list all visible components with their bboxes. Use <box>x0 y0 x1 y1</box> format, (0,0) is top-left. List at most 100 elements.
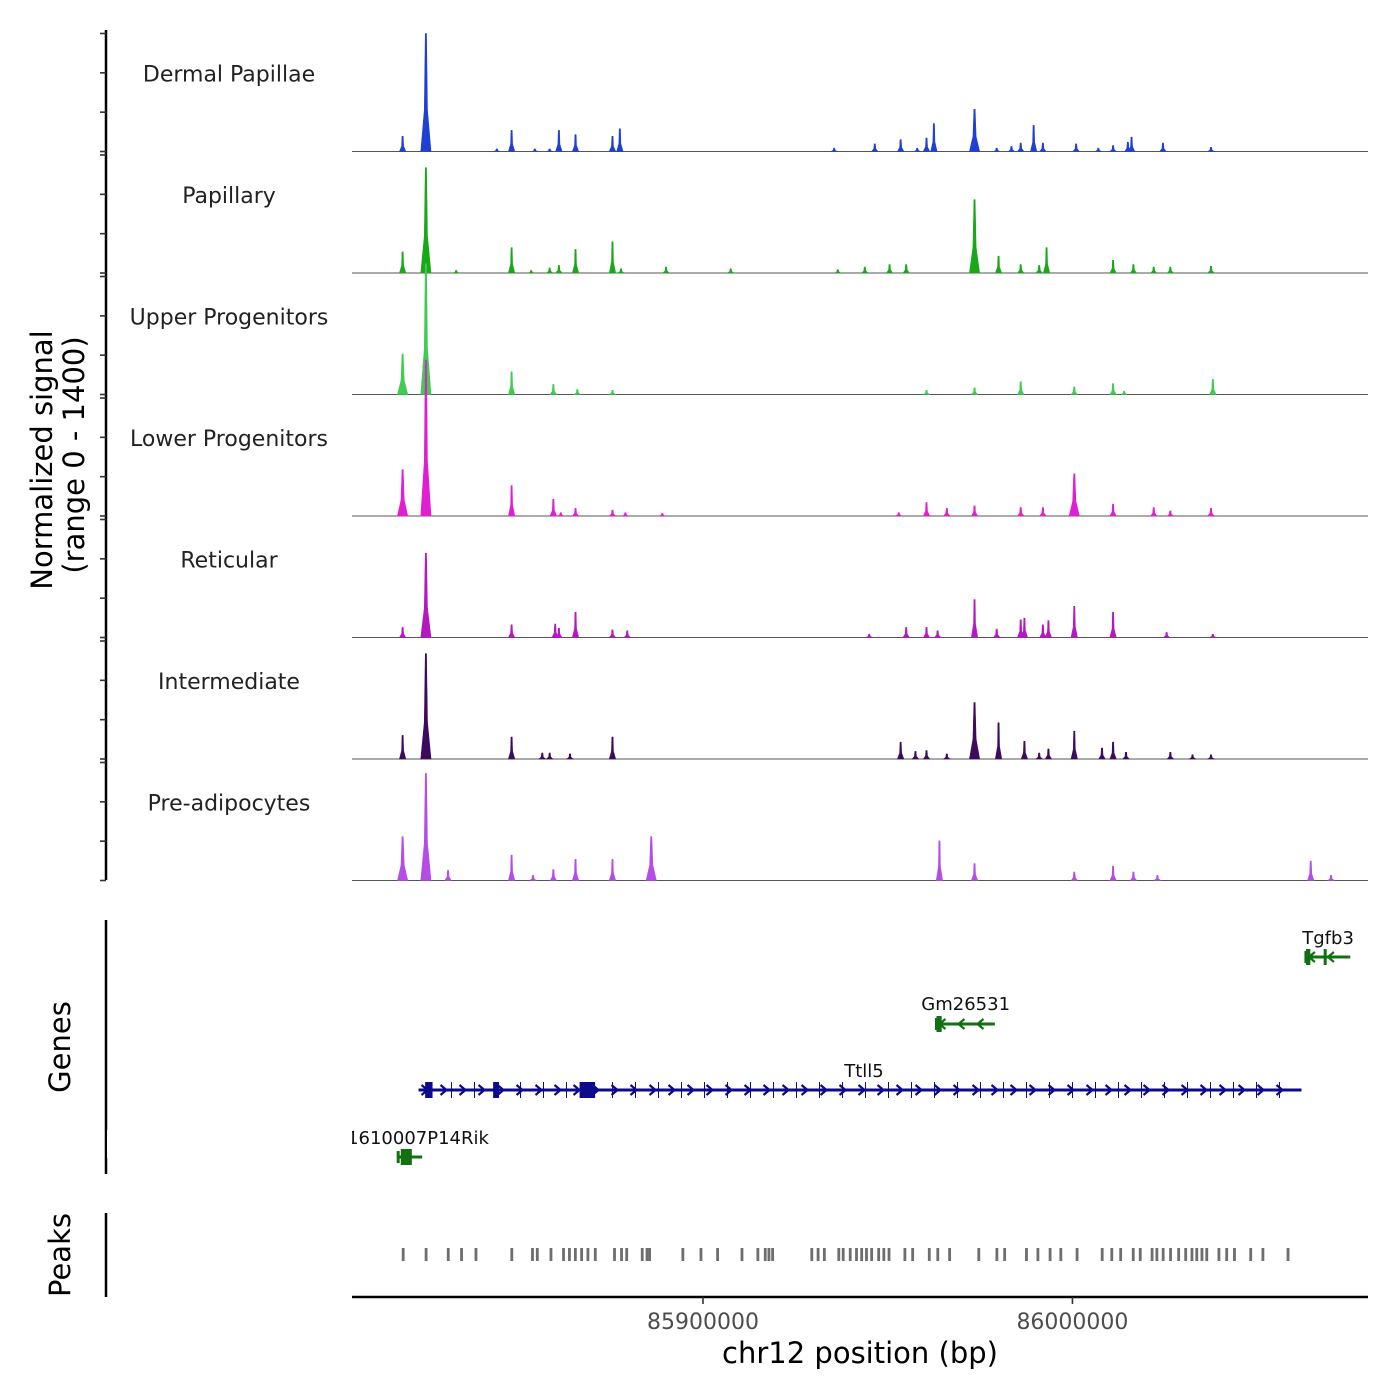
strand-arrow <box>439 1084 449 1096</box>
peak-region <box>549 1248 553 1261</box>
signal-peak <box>913 147 921 152</box>
signal-peak <box>1007 146 1016 152</box>
signal-peak <box>398 627 407 638</box>
signal-peak <box>1109 383 1117 395</box>
track-upper-progenitors: Upper Progenitors <box>130 263 1368 395</box>
peak-region <box>1131 1248 1135 1261</box>
signal-peak <box>993 147 1001 152</box>
signal-peak <box>1206 754 1216 760</box>
signal-peak <box>608 629 617 638</box>
genes-panel: Tgfb3 Gm26531 Ttll5 1610007P14Rik <box>104 920 1354 1174</box>
strand-arrow <box>914 1084 924 1096</box>
peak-region <box>1110 1248 1114 1261</box>
peak-region <box>580 1248 584 1261</box>
peak-region <box>767 1248 771 1261</box>
track-label: Papillary <box>182 184 276 209</box>
signal-peak <box>545 752 554 760</box>
track-dermal-papillae: Dermal Papillae <box>143 33 1368 152</box>
strand-arrow <box>686 1084 696 1096</box>
signal-peak <box>549 869 558 881</box>
coverage-tracks: Dermal Papillae Papillary Upper Progenitor… <box>130 33 1368 881</box>
strand-arrow <box>534 1084 544 1096</box>
strand-arrow <box>667 1084 677 1096</box>
peak-region <box>756 1248 760 1261</box>
signal-peak <box>1209 633 1217 638</box>
peak-region <box>860 1248 864 1261</box>
signal-peak <box>942 508 951 517</box>
peak-region <box>1150 1248 1154 1261</box>
signal-peak <box>969 702 981 760</box>
signal-peak <box>1209 379 1217 395</box>
peak-region <box>699 1248 703 1261</box>
signal-peak <box>608 136 617 152</box>
peak-region <box>1138 1248 1142 1261</box>
peak-region <box>424 1248 428 1261</box>
signal-peak <box>508 371 516 395</box>
strand-arrow <box>800 1084 810 1096</box>
signal-peak <box>969 109 981 152</box>
signal-peak <box>549 384 558 395</box>
signal-peak <box>397 353 409 395</box>
signal-peak <box>397 836 409 881</box>
exon-block <box>1323 949 1327 965</box>
signal-peak <box>571 611 580 638</box>
signal-peak <box>1044 620 1053 638</box>
signal-peak <box>420 773 432 881</box>
peak-region <box>716 1248 719 1261</box>
signal-peak <box>531 148 539 152</box>
signal-peak <box>1039 507 1047 517</box>
signal-peak <box>1016 142 1025 152</box>
signal-peak <box>870 143 879 152</box>
peak-region <box>936 1248 940 1261</box>
signal-peak <box>970 387 979 395</box>
peak-region <box>887 1248 891 1261</box>
signal-peak <box>922 137 931 152</box>
signal-peak <box>1030 125 1038 152</box>
peak-region <box>1059 1248 1063 1261</box>
strand-arrow <box>1256 1084 1266 1096</box>
peak-region <box>535 1248 539 1261</box>
strand-arrow <box>629 1084 639 1096</box>
peak-region <box>848 1248 852 1261</box>
signal-peak <box>994 255 1003 274</box>
signal-peak <box>571 249 580 274</box>
peak-region <box>903 1248 907 1261</box>
strand-arrow <box>876 1084 886 1096</box>
signal-peak <box>1098 747 1106 760</box>
strand-arrow <box>1009 1084 1019 1096</box>
signal-peak <box>1166 510 1175 517</box>
peak-region <box>1025 1248 1028 1261</box>
peaks-panel <box>104 1213 1290 1297</box>
peak-region <box>562 1248 565 1261</box>
y-axis-title-line2: (range 0 - 1400) <box>57 336 91 573</box>
x-tick-label: 85900000 <box>647 1310 759 1335</box>
signal-peak <box>549 498 557 517</box>
signal-peak <box>911 751 920 760</box>
genes-axis-title: Genes <box>43 1001 77 1093</box>
strand-arrow <box>762 1084 772 1096</box>
exon-block <box>493 1082 500 1098</box>
signal-peak <box>1068 473 1080 517</box>
peak-region <box>855 1248 858 1261</box>
strand-arrow <box>956 1018 966 1030</box>
signal-peak <box>1039 142 1047 152</box>
signal-peak <box>902 264 910 274</box>
signal-peak <box>1020 741 1029 760</box>
signal-peak <box>493 148 501 152</box>
track-label: Intermediate <box>158 670 300 695</box>
signal-peak <box>897 741 905 760</box>
label-clip-mask <box>107 1130 352 1158</box>
track-label: Lower Progenitors <box>130 427 328 452</box>
signal-peak <box>555 627 563 638</box>
signal-peak <box>662 266 670 274</box>
peak-region <box>927 1248 931 1261</box>
signal-peak <box>508 247 516 274</box>
signal-peak <box>922 389 931 395</box>
signal-peak <box>1044 748 1053 760</box>
peak-region <box>593 1248 597 1261</box>
peak-region <box>1286 1248 1290 1261</box>
peak-region <box>645 1248 649 1261</box>
track-label: Reticular <box>180 549 278 574</box>
signal-peak <box>1207 265 1215 274</box>
exon-block <box>579 1082 596 1098</box>
